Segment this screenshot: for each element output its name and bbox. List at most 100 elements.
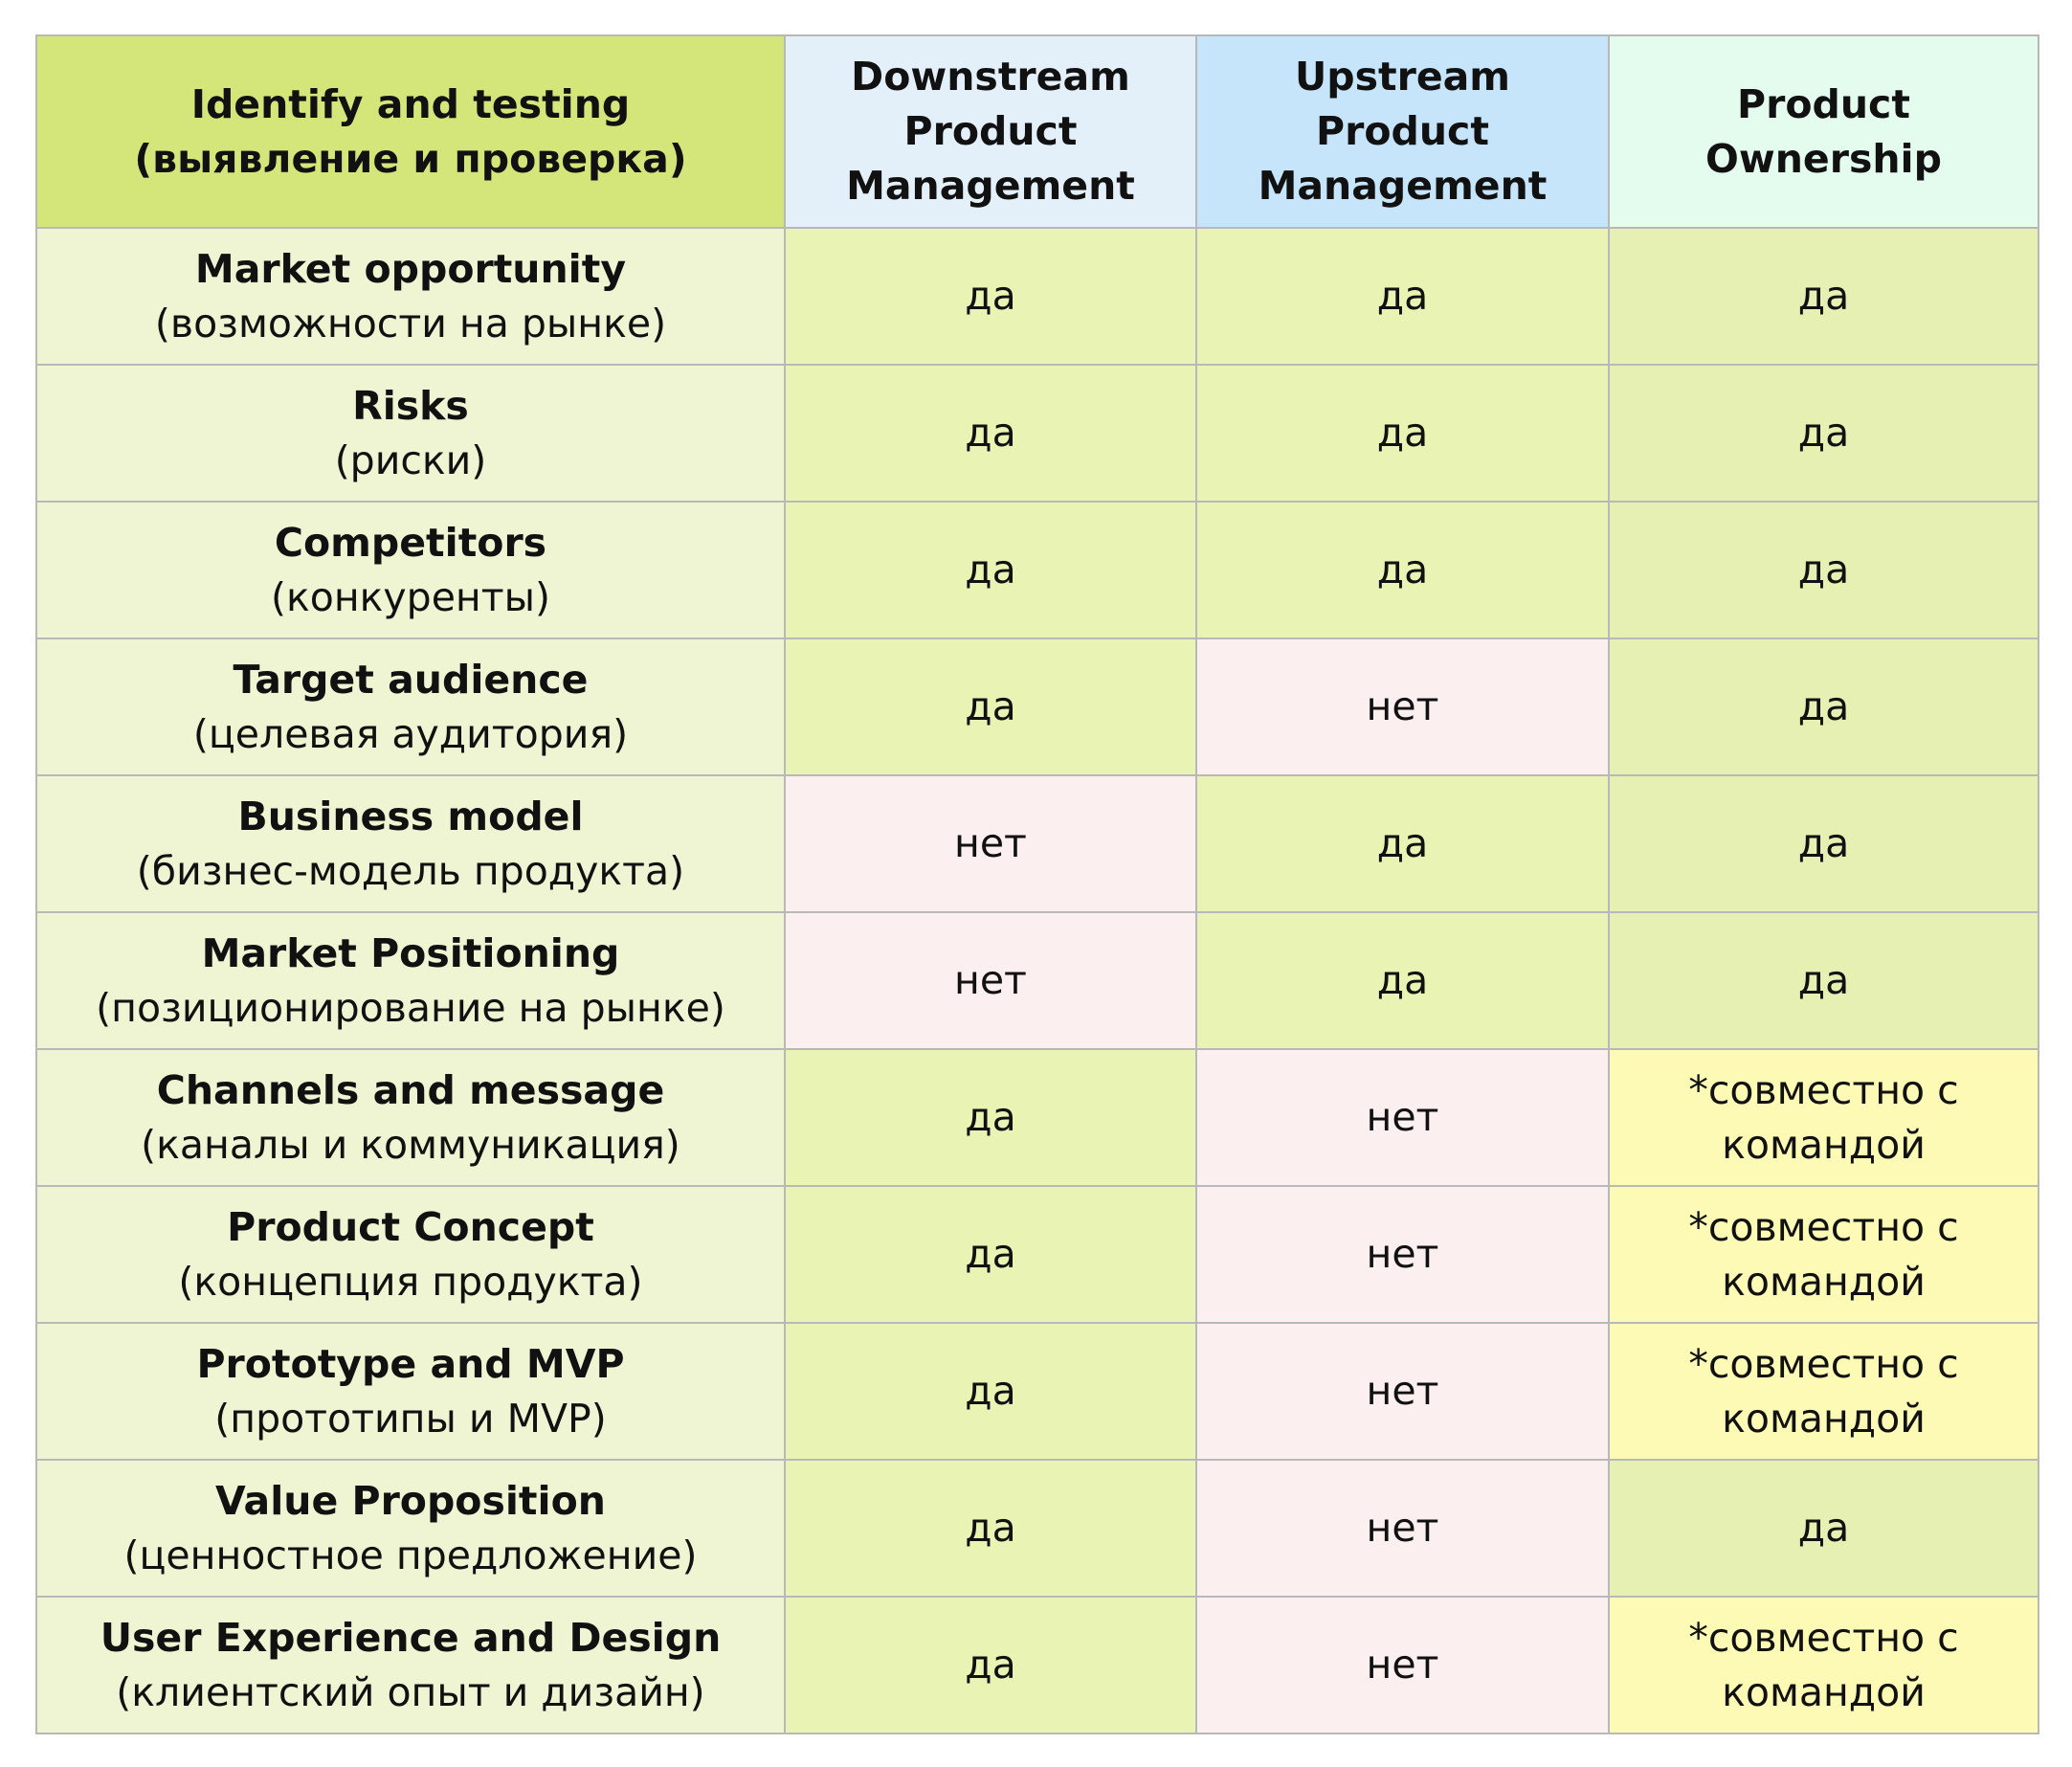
row-label-ru: (целевая аудитория) bbox=[192, 710, 629, 757]
ownership-value-line: да bbox=[1797, 957, 1850, 1003]
ownership-value-cell: да bbox=[1608, 911, 2039, 1050]
ownership-value-cell: да bbox=[1608, 227, 2039, 366]
upstream-value-cell: да bbox=[1195, 501, 1610, 639]
row-label-en: Target audience bbox=[233, 656, 589, 703]
ownership-value-line: командой bbox=[1722, 1258, 1926, 1305]
ownership-value-cell: да bbox=[1608, 774, 2039, 913]
table-row: Market opportunity (возможности на рынке)… bbox=[35, 227, 2039, 366]
row-label-ru: (ценностное предложение) bbox=[123, 1532, 698, 1578]
header-line: Management bbox=[1258, 163, 1548, 209]
downstream-value-cell: да bbox=[784, 1322, 1197, 1461]
row-label-cell: Competitors (конкуренты) bbox=[35, 501, 786, 639]
header-product-ownership: Product Ownership bbox=[1608, 34, 2039, 229]
upstream-value-cell: нет bbox=[1195, 637, 1610, 776]
ownership-value-cell: да bbox=[1608, 637, 2039, 776]
table-header-row: Identify and testing (выявление и провер… bbox=[35, 34, 2039, 229]
row-label-cell: User Experience and Design (клиентский оп… bbox=[35, 1596, 786, 1734]
row-label-en: Value Proposition bbox=[215, 1477, 606, 1524]
ownership-value-line: да bbox=[1797, 273, 1850, 319]
header-upstream-pm: Upstream Product Management bbox=[1195, 34, 1610, 229]
table-row: Target audience (целевая аудитория) да нет д… bbox=[35, 637, 2039, 776]
ownership-value-line: *совместно с bbox=[1688, 1066, 1959, 1113]
downstream-value-cell: да bbox=[784, 1185, 1197, 1324]
downstream-value-cell: да bbox=[784, 637, 1197, 776]
ownership-value-cell: да bbox=[1608, 364, 2039, 503]
comparison-table: Identify and testing (выявление и провер… bbox=[35, 34, 2039, 1734]
row-label-cell: Prototype and MVP (прототипы и MVP) bbox=[35, 1322, 786, 1461]
header-identify-testing: Identify and testing (выявление и провер… bbox=[35, 34, 786, 229]
downstream-value-cell: да bbox=[784, 1596, 1197, 1734]
downstream-value-cell: да bbox=[784, 501, 1197, 639]
ownership-value-line: да bbox=[1797, 547, 1850, 593]
ownership-value-line: командой bbox=[1722, 1668, 1926, 1715]
row-label-cell: Target audience (целевая аудитория) bbox=[35, 637, 786, 776]
row-label-en: Product Concept bbox=[227, 1203, 594, 1250]
header-line: (выявление и проверка) bbox=[134, 135, 687, 182]
row-label-cell: Market Positioning (позиционирование на р… bbox=[35, 911, 786, 1050]
row-label-ru: (конкуренты) bbox=[271, 573, 550, 620]
header-line: Upstream bbox=[1294, 54, 1511, 100]
ownership-value-line: да bbox=[1797, 410, 1850, 456]
header-downstream-pm: Downstream Product Management bbox=[784, 34, 1197, 229]
downstream-value-cell: нет bbox=[784, 911, 1197, 1050]
table-row: Value Proposition (ценностное предложение… bbox=[35, 1459, 2039, 1598]
downstream-value-cell: да bbox=[784, 1048, 1197, 1187]
table-row: Business model (бизнес-модель продукта) не… bbox=[35, 774, 2039, 913]
table-row: Risks (риски) да да да bbox=[35, 364, 2039, 503]
upstream-value-cell: да bbox=[1195, 774, 1610, 913]
ownership-value-line: *совместно с bbox=[1688, 1203, 1959, 1250]
row-label-ru: (возможности на рынке) bbox=[154, 300, 667, 347]
ownership-value-cell: *совместно с командой bbox=[1608, 1596, 2039, 1734]
ownership-value-line: *совместно с bbox=[1688, 1340, 1959, 1387]
row-label-en: Market Positioning bbox=[201, 929, 620, 976]
header-line: Product bbox=[903, 108, 1078, 154]
downstream-value-cell: да bbox=[784, 1459, 1197, 1598]
downstream-value-cell: да bbox=[784, 227, 1197, 366]
row-label-ru: (позиционирование на рынке) bbox=[96, 984, 725, 1031]
row-label-cell: Business model (бизнес-модель продукта) bbox=[35, 774, 786, 913]
ownership-value-cell: да bbox=[1608, 501, 2039, 639]
row-label-cell: Risks (риски) bbox=[35, 364, 786, 503]
row-label-cell: Value Proposition (ценностное предложение… bbox=[35, 1459, 786, 1598]
upstream-value-cell: нет bbox=[1195, 1459, 1610, 1598]
header-line: Product bbox=[1316, 108, 1489, 154]
header-line: Ownership bbox=[1705, 135, 1942, 182]
table-row: User Experience and Design (клиентский оп… bbox=[35, 1596, 2039, 1734]
header-line: Identify and testing bbox=[190, 80, 631, 127]
row-label-en: Business model bbox=[237, 793, 584, 839]
ownership-value-cell: да bbox=[1608, 1459, 2039, 1598]
table-row: Product Concept (концепция продукта) да нет… bbox=[35, 1185, 2039, 1324]
downstream-value-cell: да bbox=[784, 364, 1197, 503]
row-label-cell: Channels and message (каналы и коммуникац… bbox=[35, 1048, 786, 1187]
row-label-en: Channels and message bbox=[156, 1066, 665, 1113]
ownership-value-line: да bbox=[1797, 683, 1850, 729]
row-label-en: Competitors bbox=[274, 519, 547, 566]
upstream-value-cell: да bbox=[1195, 911, 1610, 1050]
header-line: Management bbox=[846, 163, 1135, 209]
ownership-value-line: да bbox=[1797, 1505, 1850, 1551]
upstream-value-cell: да bbox=[1195, 227, 1610, 366]
ownership-value-line: *совместно с bbox=[1688, 1614, 1959, 1661]
row-label-en: Prototype and MVP bbox=[196, 1340, 625, 1387]
row-label-cell: Market opportunity (возможности на рынке) bbox=[35, 227, 786, 366]
table-row: Prototype and MVP (прототипы и MVP) да нет *… bbox=[35, 1322, 2039, 1461]
table-row: Channels and message (каналы и коммуникац… bbox=[35, 1048, 2039, 1187]
ownership-value-line: да bbox=[1797, 820, 1850, 866]
header-line: Downstream bbox=[851, 54, 1130, 100]
row-label-ru: (прототипы и MVP) bbox=[214, 1395, 607, 1442]
header-line: Product bbox=[1737, 80, 1910, 127]
row-label-ru: (бизнес-модель продукта) bbox=[136, 847, 685, 894]
row-label-ru: (концепция продукта) bbox=[178, 1258, 643, 1305]
table-row: Competitors (конкуренты) да да да bbox=[35, 501, 2039, 639]
row-label-ru: (риски) bbox=[334, 436, 487, 483]
ownership-value-cell: *совместно с командой bbox=[1608, 1322, 2039, 1461]
table-body: Market opportunity (возможности на рынке)… bbox=[35, 227, 2039, 1734]
row-label-en: Market opportunity bbox=[194, 245, 627, 292]
row-label-ru: (клиентский опыт и дизайн) bbox=[116, 1668, 705, 1715]
row-label-en: User Experience and Design bbox=[100, 1614, 722, 1661]
ownership-value-line: командой bbox=[1722, 1121, 1926, 1168]
ownership-value-cell: *совместно с командой bbox=[1608, 1048, 2039, 1187]
ownership-value-line: командой bbox=[1722, 1395, 1926, 1442]
table-row: Market Positioning (позиционирование на р… bbox=[35, 911, 2039, 1050]
downstream-value-cell: нет bbox=[784, 774, 1197, 913]
